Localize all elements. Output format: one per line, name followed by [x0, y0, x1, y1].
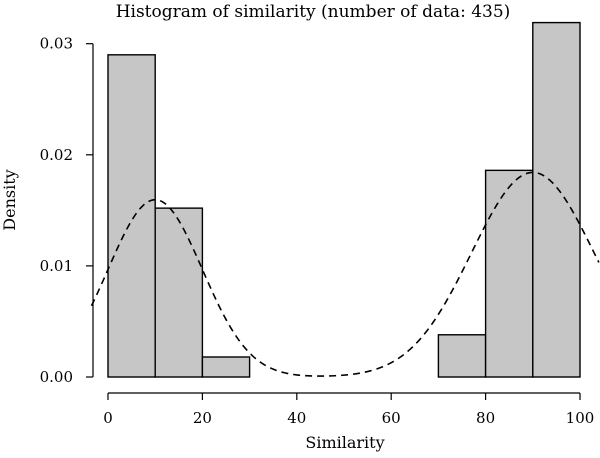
histogram-bar	[154, 207, 204, 378]
y-tick-label: 0.03	[40, 35, 73, 53]
histogram-bar	[107, 54, 156, 378]
x-tick-label: 60	[382, 409, 401, 427]
x-tick-label: 100	[566, 409, 595, 427]
y-tick-label: 0.00	[40, 368, 73, 386]
density-curve	[90, 171, 600, 377]
y-axis-label: Density	[0, 169, 19, 230]
histogram-bar	[532, 21, 581, 378]
histogram-bar	[484, 169, 534, 378]
histogram-bar	[201, 356, 251, 378]
histogram-bar	[437, 334, 487, 378]
x-tick-label: 80	[476, 409, 495, 427]
chart-title: Histogram of similarity (number of data:…	[116, 2, 511, 22]
y-tick-label: 0.02	[40, 146, 73, 164]
x-axis-ticks: 0 20 40 60 80 100	[103, 393, 594, 427]
x-axis-label: Similarity	[305, 433, 384, 452]
y-tick-label: 0.01	[40, 257, 73, 275]
x-tick-label: 0	[103, 409, 113, 427]
x-tick-label: 20	[193, 409, 212, 427]
x-tick-label: 40	[287, 409, 306, 427]
bars-group	[107, 21, 581, 378]
y-axis-ticks: 0.00 0.01 0.02 0.03	[40, 35, 93, 386]
